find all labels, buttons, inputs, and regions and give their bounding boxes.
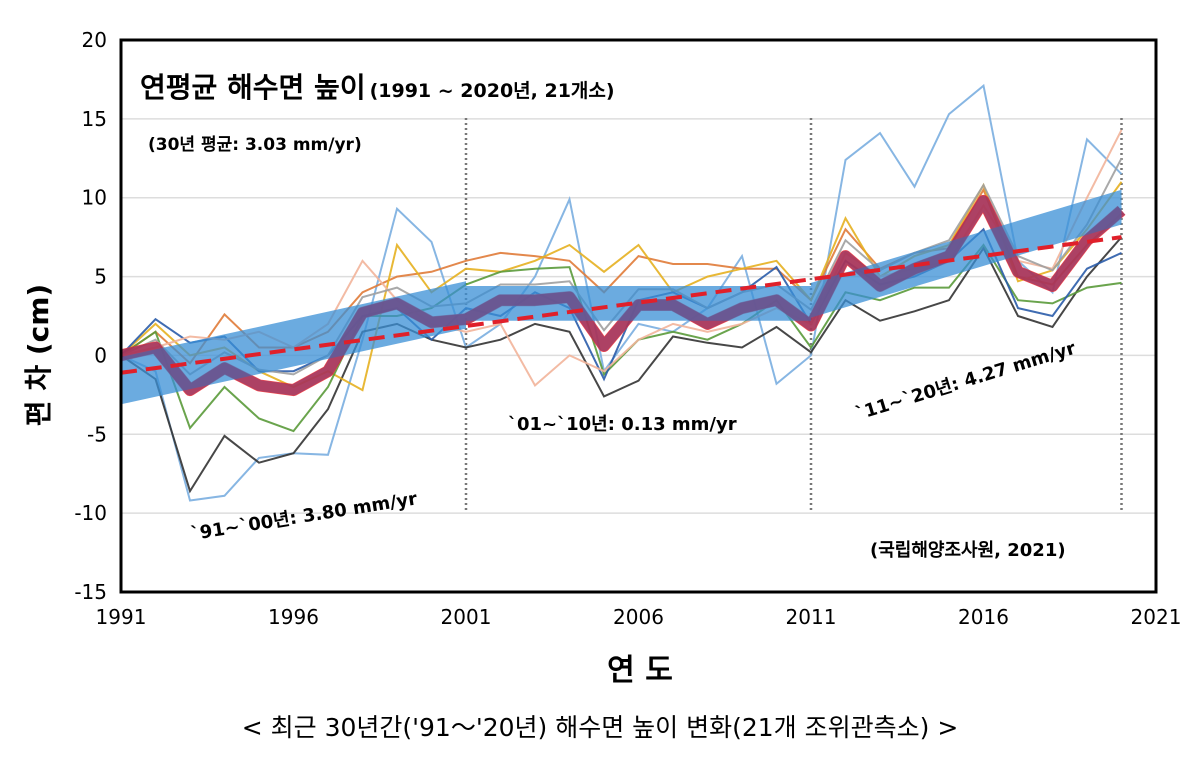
x-tick-label: 2021 xyxy=(1131,605,1182,629)
x-tick-label: 1991 xyxy=(96,605,147,629)
average-overlay-group xyxy=(119,195,1126,396)
x-tick-labels: 1991 1996 2001 2006 2011 2016 2021 xyxy=(96,605,1182,629)
period3-annotation: `11~`20년: 4.27 mm/yr xyxy=(853,338,1078,425)
x-tick-label: 2011 xyxy=(786,605,837,629)
figure-caption: < 최근 30년간('91～'20년) 해수면 높이 변화(21개 조위관측소)… xyxy=(242,713,959,742)
x-tick-label: 2016 xyxy=(958,605,1009,629)
chart-title: 연평균 해수면 높이 (1991 ~ 2020년, 21개소) xyxy=(140,71,615,104)
station-line xyxy=(120,236,1123,494)
x-tick-label: 1996 xyxy=(268,605,319,629)
trend-line-group xyxy=(120,235,1122,375)
trend-line-30yr xyxy=(120,235,1122,375)
x-tick-label: 2006 xyxy=(613,605,664,629)
title-main: 연평균 해수면 높이 xyxy=(140,71,366,104)
average-line-overlay xyxy=(119,195,1126,396)
period-trend-band xyxy=(121,189,1122,405)
y-tick-label: -15 xyxy=(74,580,107,604)
y-tick-label: 0 xyxy=(94,343,107,367)
period1-annotation: `91~`00년: 3.80 mm/yr xyxy=(189,488,418,545)
avg-rate-annotation: (30년 평균: 3.03 mm/yr) xyxy=(148,135,362,155)
trend-band xyxy=(121,189,1122,405)
station-line xyxy=(120,243,1122,433)
x-tick-label: 2001 xyxy=(441,605,492,629)
source-annotation: (국립해양조사원, 2021) xyxy=(870,540,1066,561)
x-axis-label: 연 도 xyxy=(607,653,673,688)
y-tick-label: 15 xyxy=(82,107,107,131)
y-tick-label: 5 xyxy=(94,265,107,289)
y-tick-labels: 20 15 10 5 0 -5 -10 -15 xyxy=(74,28,107,604)
y-tick-label: 10 xyxy=(82,186,107,210)
y-tick-label: -10 xyxy=(74,501,107,525)
y-tick-label: -5 xyxy=(87,422,107,446)
chart-subtitle: (1991 ~ 2020년, 21개소) xyxy=(370,80,615,102)
y-tick-label: 20 xyxy=(82,28,107,52)
plot-frame xyxy=(119,38,1158,594)
y-axis-label: 편 차 (cm) xyxy=(22,284,55,426)
period2-annotation: `01~`10년: 0.13 mm/yr xyxy=(508,414,737,435)
